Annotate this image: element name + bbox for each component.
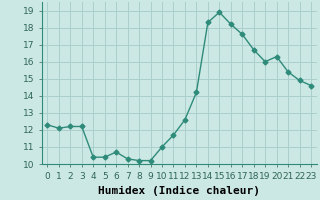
X-axis label: Humidex (Indice chaleur): Humidex (Indice chaleur) [98, 186, 260, 196]
